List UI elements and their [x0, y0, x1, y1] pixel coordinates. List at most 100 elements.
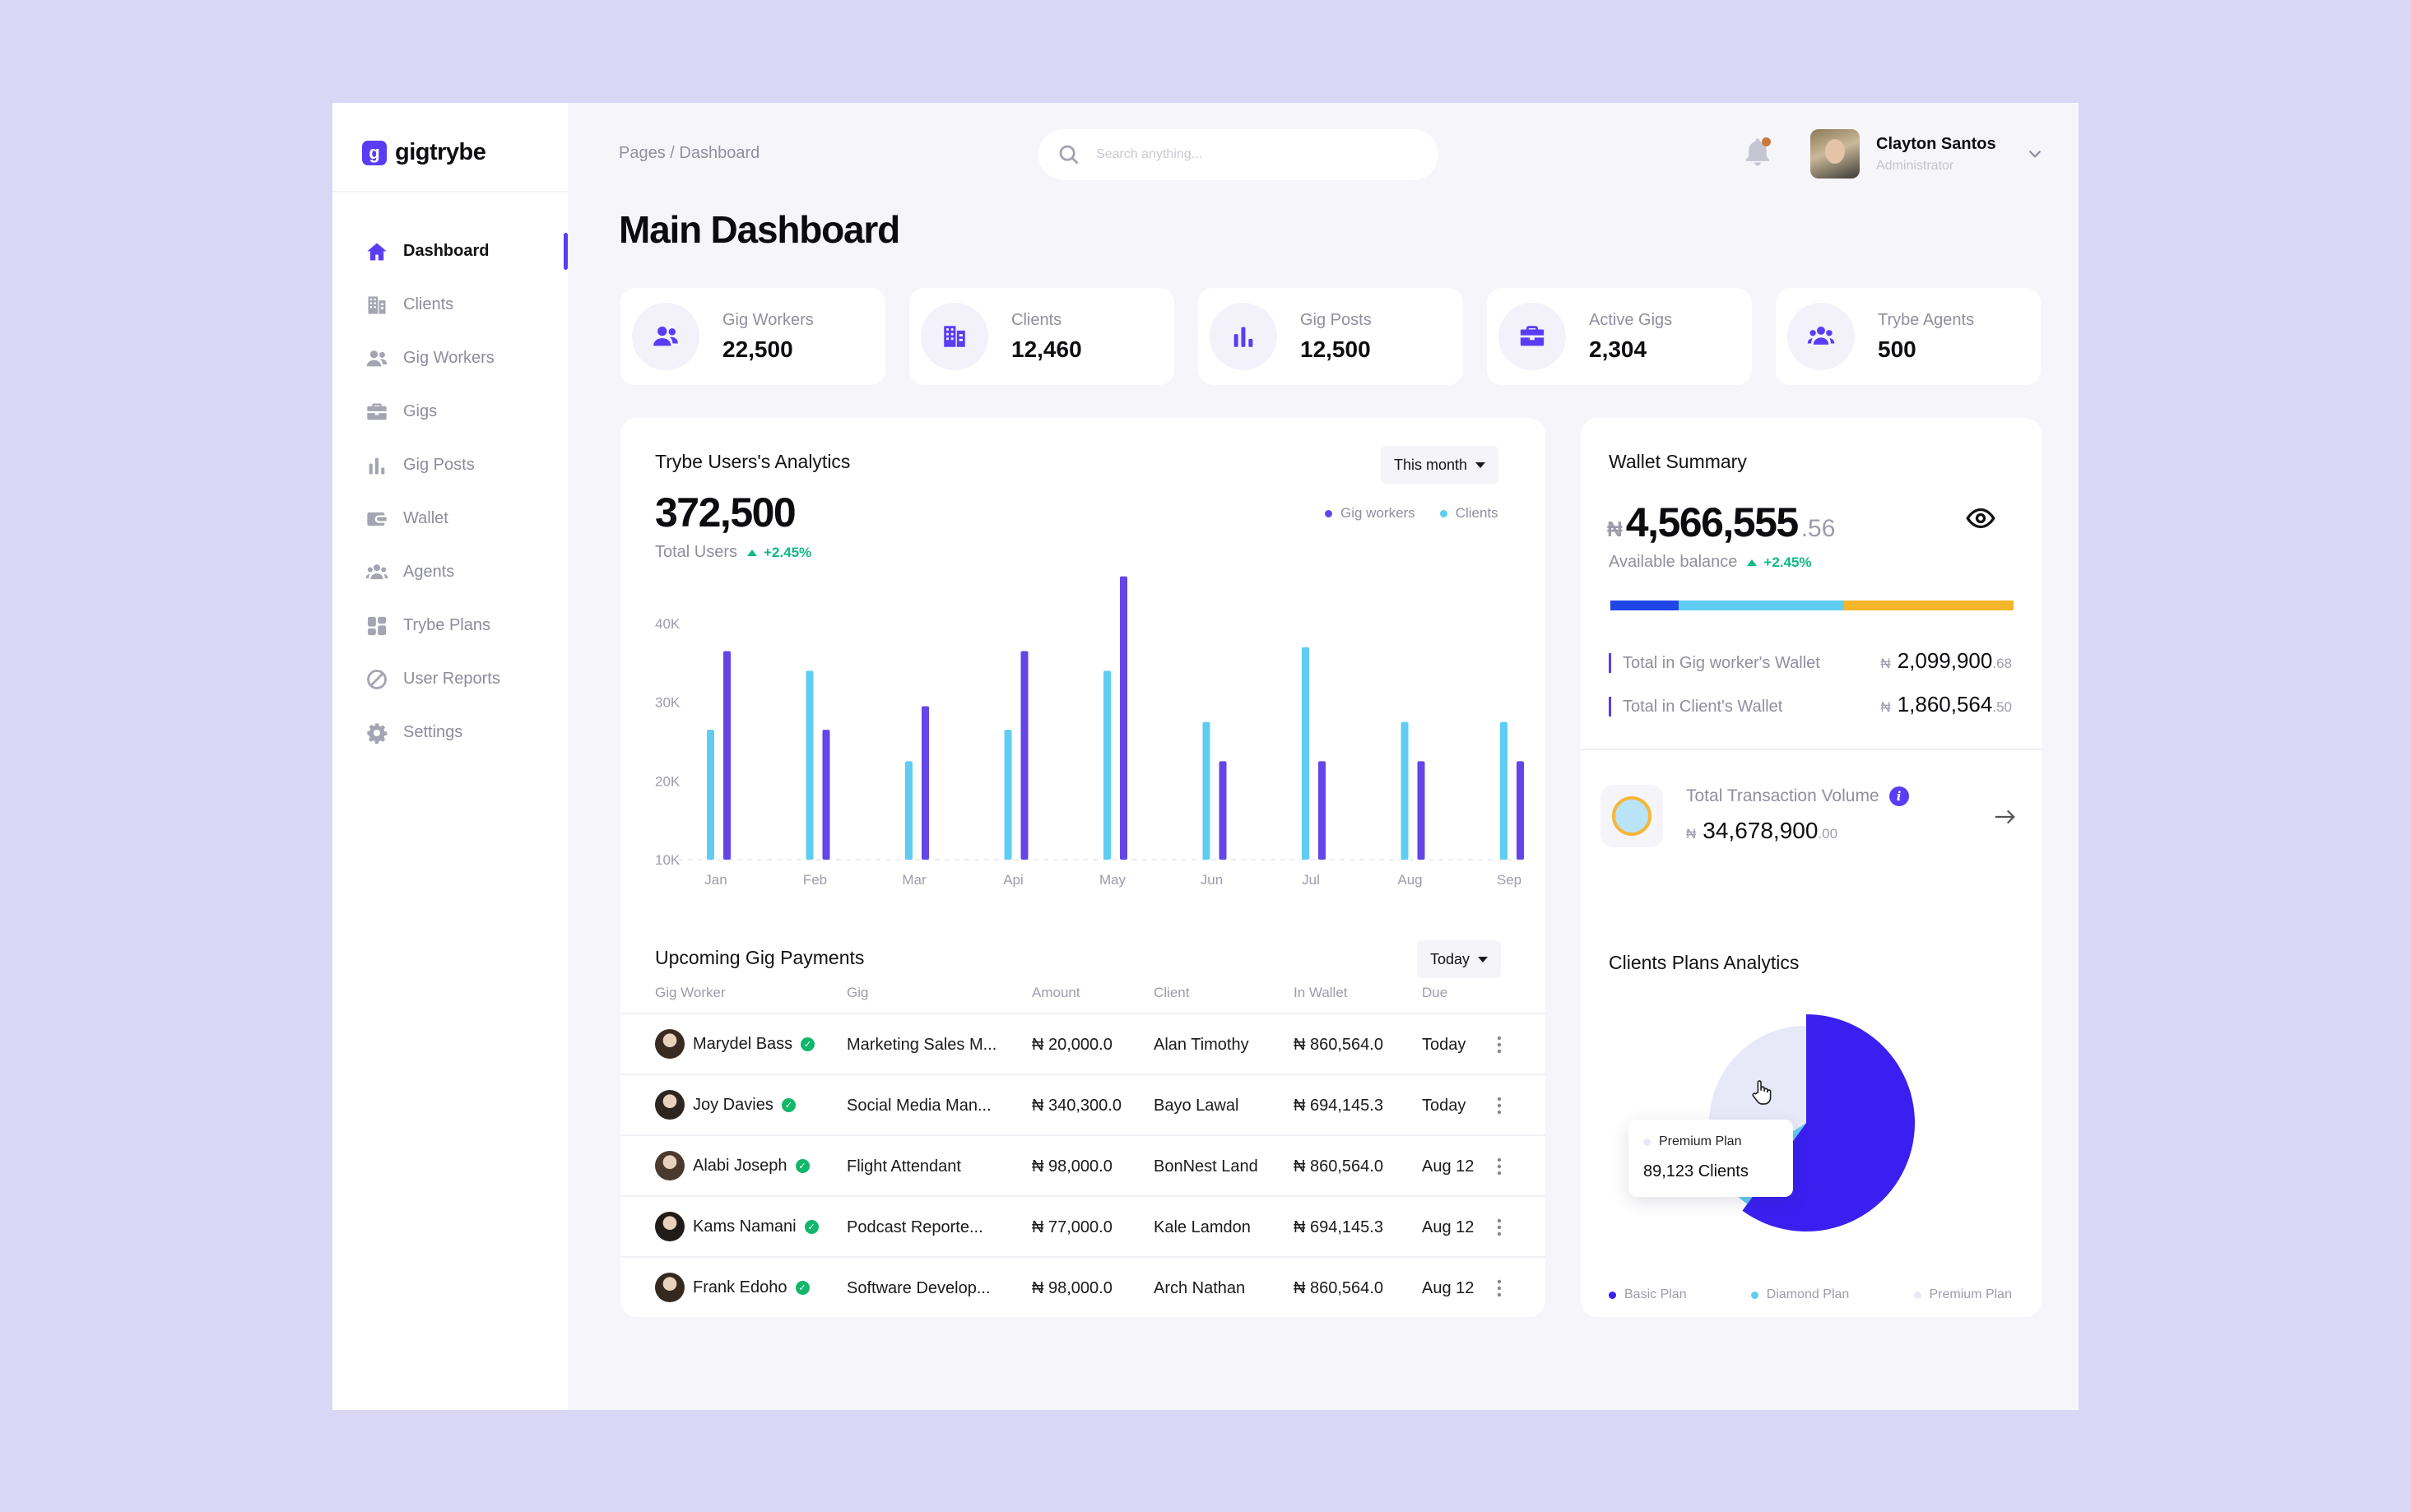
- more-vertical-icon[interactable]: [1491, 1034, 1507, 1055]
- legend-label: Premium Plan: [1929, 1287, 2012, 1301]
- bar-gig-workers-sep[interactable]: [1517, 761, 1524, 860]
- breadcrumb[interactable]: Pages / Dashboard: [619, 144, 760, 162]
- analytics-filter-dropdown[interactable]: This month: [1381, 446, 1499, 484]
- payments-filter-dropdown[interactable]: Today: [1417, 940, 1502, 978]
- due-cell: Aug 12: [1422, 1218, 1475, 1236]
- grid-icon: [365, 615, 388, 638]
- sidebar-item-user-reports[interactable]: User Reports: [332, 652, 568, 706]
- user-role: Administrator: [1876, 158, 1954, 173]
- x-tick-label: Api: [1003, 872, 1024, 888]
- growth-indicator: +2.45%: [1747, 554, 1812, 571]
- due-cell: Today: [1422, 1097, 1466, 1115]
- y-tick-label: 40K: [655, 616, 681, 632]
- caret-down-icon: [1475, 461, 1486, 468]
- due-cell: Today: [1422, 1036, 1466, 1054]
- stat-value: 12,500: [1300, 336, 1371, 362]
- gig-cell: Flight Attendant: [847, 1157, 961, 1176]
- verified-icon: ✓: [795, 1280, 810, 1295]
- user-profile-menu[interactable]: Clayton Santos Administrator: [1810, 129, 2046, 179]
- eye-icon[interactable]: [1966, 503, 1995, 533]
- bar-gig-workers-aug[interactable]: [1417, 761, 1425, 860]
- payments-title: Upcoming Gig Payments: [655, 947, 865, 968]
- bar-gig-workers-api[interactable]: [1020, 651, 1029, 860]
- group-icon: [1787, 303, 1855, 370]
- stat-label: Trybe Agents: [1878, 310, 1975, 329]
- more-vertical-icon[interactable]: [1491, 1217, 1507, 1238]
- bar-gig-workers-jun[interactable]: [1219, 761, 1227, 860]
- column-header: In Wallet: [1294, 985, 1348, 1000]
- sidebar-item-agents[interactable]: Agents: [332, 545, 568, 599]
- search-input[interactable]: [1096, 147, 1409, 162]
- stat-card-active-gigs[interactable]: Active Gigs 2,304: [1487, 288, 1752, 385]
- wallet-balance-main: 4,566,555: [1625, 499, 1799, 545]
- coin-shape: [1612, 796, 1651, 836]
- chevron-down-icon[interactable]: [2024, 143, 2046, 165]
- sidebar-item-label: Settings: [403, 723, 463, 741]
- bar-gig-workers-jul[interactable]: [1318, 761, 1326, 860]
- sidebar-item-clients[interactable]: Clients: [332, 278, 568, 332]
- sidebar-item-settings[interactable]: Settings: [332, 706, 568, 759]
- arrow-up-icon: [1747, 559, 1758, 566]
- stat-card-trybe-agents[interactable]: Trybe Agents 500: [1776, 288, 2041, 385]
- column-header: Due: [1422, 985, 1448, 1000]
- legend-gig-workers: Gig workers: [1325, 505, 1415, 522]
- table-row[interactable]: Kams Namani ✓ Podcast Reporte... ₦ 77,000.0…: [620, 1195, 1545, 1255]
- legend-clients: Clients: [1439, 505, 1498, 522]
- user-name: Clayton Santos: [1876, 134, 1996, 153]
- bar-gig-workers-jan[interactable]: [723, 651, 731, 860]
- avatar: [655, 1090, 685, 1120]
- analytics-title: Trybe Users's Analytics: [655, 451, 851, 472]
- bar-clients-jan[interactable]: [707, 730, 714, 860]
- bar-gig-workers-feb[interactable]: [822, 730, 830, 860]
- sidebar-item-gigs[interactable]: Gigs: [332, 385, 568, 438]
- legend-dot: [1325, 509, 1332, 517]
- bar-clients-api[interactable]: [1004, 730, 1012, 860]
- table-row[interactable]: Frank Edoho ✓ Software Develop... ₦ 98,000.…: [620, 1256, 1545, 1316]
- bar-gig-workers-mar[interactable]: [922, 706, 929, 860]
- table-row[interactable]: Alabi Joseph ✓ Flight Attendant ₦ 98,000.0 B…: [620, 1134, 1545, 1194]
- stat-card-clients[interactable]: Clients 12,460: [909, 288, 1174, 385]
- caret-down-icon: [1478, 956, 1489, 962]
- more-vertical-icon[interactable]: [1491, 1095, 1507, 1116]
- verified-icon: ✓: [801, 1037, 815, 1051]
- sidebar-item-wallet[interactable]: Wallet: [332, 492, 568, 545]
- in-wallet-cell: ₦ 694,145.3: [1294, 1218, 1383, 1236]
- table-row[interactable]: Marydel Bass ✓ Marketing Sales M... ₦ 20,00…: [620, 1013, 1545, 1073]
- stat-value: 500: [1878, 336, 1916, 362]
- table-row[interactable]: Joy Davies ✓ Social Media Man... ₦ 340,300.…: [620, 1074, 1545, 1134]
- currency-symbol: ₦: [1686, 826, 1697, 842]
- bar-clients-mar[interactable]: [905, 761, 913, 860]
- legend-premium-plan: Premium Plan: [1913, 1287, 2012, 1302]
- bar-gig-workers-may[interactable]: [1120, 576, 1127, 860]
- arrow-right-icon[interactable]: [1992, 805, 2017, 829]
- bar-clients-may[interactable]: [1103, 670, 1111, 860]
- bar-clients-aug[interactable]: [1401, 721, 1409, 860]
- notification-button[interactable]: [1741, 134, 1774, 170]
- arrow-up-icon: [747, 549, 758, 556]
- bar-clients-sep[interactable]: [1500, 721, 1507, 860]
- wallet-title: Wallet Summary: [1609, 451, 1747, 472]
- due-cell: Aug 12: [1422, 1279, 1475, 1297]
- stat-card-gig-posts[interactable]: Gig Posts 12,500: [1198, 288, 1463, 385]
- available-balance-label: Available balance: [1609, 553, 1738, 571]
- avatar: [655, 1029, 685, 1059]
- divider: [1581, 749, 2042, 750]
- sidebar-item-trybe-plans[interactable]: Trybe Plans: [332, 599, 568, 652]
- x-tick-label: Mar: [902, 872, 927, 888]
- info-icon[interactable]: i: [1888, 786, 1909, 806]
- bar-clients-jun[interactable]: [1202, 721, 1210, 860]
- sidebar-item-dashboard[interactable]: Dashboard: [332, 225, 568, 278]
- bar-clients-feb[interactable]: [806, 670, 814, 860]
- more-vertical-icon[interactable]: [1491, 1278, 1507, 1299]
- more-vertical-icon[interactable]: [1491, 1156, 1507, 1177]
- stat-card-gig-workers[interactable]: Gig Workers 22,500: [620, 288, 885, 385]
- bar-clients-jul[interactable]: [1302, 647, 1309, 860]
- gig-worker-name: Alabi Joseph: [693, 1156, 787, 1175]
- search-bar[interactable]: [1038, 129, 1438, 180]
- logo[interactable]: g gigtrybe: [362, 139, 486, 166]
- amount-cell: ₦ 98,000.0: [1032, 1157, 1113, 1176]
- avatar: [655, 1151, 685, 1180]
- stat-value: 2,304: [1589, 336, 1647, 362]
- sidebar-item-gig-workers[interactable]: Gig Workers: [332, 332, 568, 385]
- sidebar-item-gig-posts[interactable]: Gig Posts: [332, 438, 568, 492]
